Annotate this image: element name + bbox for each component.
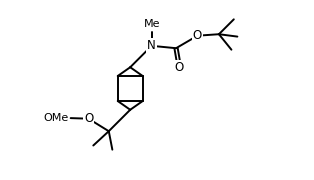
Text: N: N: [147, 39, 156, 52]
Text: OMe: OMe: [43, 113, 68, 123]
Text: O: O: [174, 61, 184, 74]
Text: Me: Me: [143, 19, 160, 29]
Text: O: O: [84, 112, 93, 125]
Text: O: O: [193, 29, 202, 42]
